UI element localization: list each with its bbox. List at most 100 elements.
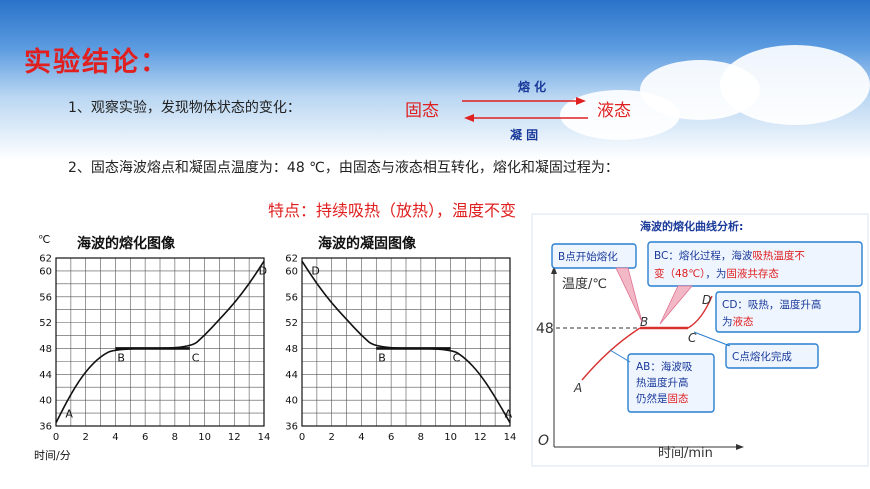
callout-ab-line3: 仍然是固态 — [636, 392, 689, 405]
callout-ab — [627, 353, 715, 413]
liquid-state-label: 液态 — [597, 101, 631, 121]
solid-state-label: 固态 — [405, 101, 439, 121]
plot-frame — [55, 257, 265, 427]
y-tick-label: 48 — [285, 344, 298, 355]
callout-cd-text2: 为 — [722, 316, 733, 328]
callout-bc-line2: 变（48℃），为固液共存态 — [654, 267, 779, 280]
callout-b-start — [551, 243, 637, 269]
y-tick-label: 60 — [285, 266, 298, 277]
point-label-c: C — [192, 351, 200, 364]
callout-ab-line2: 热温度升高 — [636, 376, 689, 389]
melt-label: 熔 化 — [518, 80, 547, 94]
series-line — [301, 260, 511, 424]
y-tick-label: 62 — [39, 254, 52, 265]
analysis-panel: 海波的熔化曲线分析: 温度/℃ 时间/min 48 O A B C D B点开始… — [531, 213, 869, 467]
chart1-title: 海波的熔化图像 — [77, 236, 175, 252]
callout-ab-text3: 仍然是 — [636, 392, 668, 405]
x-tick-label: 8 — [172, 432, 178, 443]
x-tick-label: 0 — [299, 432, 305, 443]
x-tick-label: 6 — [388, 432, 394, 443]
callout-cd-line2: 为液态 — [722, 315, 754, 328]
y-tick-label: 62 — [285, 254, 298, 265]
y-tick-label: 48 — [39, 344, 52, 355]
series-line — [55, 260, 265, 424]
y-tick-label: 52 — [285, 318, 298, 329]
x-tick-label: 2 — [83, 432, 89, 443]
y-tick-label: 56 — [39, 292, 52, 303]
point-label-c: C — [453, 351, 461, 364]
callout-bc-text2: ，为 — [705, 268, 726, 280]
cloud-decoration — [720, 45, 870, 125]
x-tick-label: 2 — [329, 432, 335, 443]
melting-point-text: 2、固态海波熔点和凝固点温度为：48 ℃，由固态与液态相互转化，熔化和凝固过程为… — [68, 160, 619, 176]
y-tick-label: 44 — [285, 370, 298, 381]
callout-ab-line1: AB：海波吸 — [636, 360, 693, 373]
callout-b-pointer — [615, 267, 643, 323]
feature-text: 特点：持续吸热（放热），温度不变 — [268, 201, 517, 220]
y-tick-label: 36 — [39, 422, 52, 433]
callout-bc-red1: 吸热温度不 — [752, 249, 805, 262]
analysis-48-label: 48 — [536, 321, 554, 337]
observation-text: 1、观察实验，发现物体状态的变化： — [68, 100, 301, 116]
x-tick-label: 14 — [504, 432, 517, 443]
solidify-label: 凝 固 — [510, 128, 539, 142]
callout-cd-red: 液态 — [733, 315, 754, 328]
solidify-arrow-head — [464, 114, 474, 122]
callout-cd — [715, 291, 861, 333]
callout-b-start-text: B点开始熔化 — [558, 250, 618, 263]
x-tick-label: 12 — [474, 432, 487, 443]
callout-bc-red2: 变（48℃） — [654, 267, 705, 280]
analysis-curve-cd — [687, 295, 713, 329]
callout-cd-line1: CD：吸热，温度升高 — [722, 298, 821, 311]
x-tick-label: 8 — [418, 432, 424, 443]
x-tick-label: 4 — [358, 432, 364, 443]
analysis-point-b: B — [640, 315, 648, 329]
x-tick-label: 4 — [112, 432, 118, 443]
y-tick-label: 36 — [285, 422, 298, 433]
callout-bc-red3: 固液共存态 — [726, 267, 779, 280]
y-tick-label: 40 — [39, 396, 52, 407]
x-tick-label: 0 — [53, 432, 59, 443]
y-tick-label: 60 — [39, 266, 52, 277]
analysis-point-d: D — [702, 293, 711, 307]
chart2-title: 海波的凝固图像 — [318, 236, 416, 252]
x-tick-label: 10 — [444, 432, 457, 443]
analysis-point-c: C — [688, 331, 697, 345]
analysis-origin: O — [538, 433, 549, 449]
x-tick-label: 12 — [228, 432, 241, 443]
analysis-point-a: A — [573, 381, 582, 395]
y-tick-label: 52 — [39, 318, 52, 329]
y-tick-label: 40 — [285, 396, 298, 407]
melt-arrow-head — [576, 97, 586, 105]
point-label-b: B — [117, 351, 125, 364]
point-label-b: B — [378, 351, 386, 364]
plot-frame — [301, 257, 511, 427]
cloud-decoration — [560, 90, 680, 140]
analysis-x-arrow — [736, 444, 744, 450]
chart1-ylabel: ℃ — [38, 234, 51, 246]
analysis-ylabel: 温度/℃ — [562, 276, 607, 292]
x-tick-label: 14 — [258, 432, 270, 443]
analysis-y-arrow — [551, 266, 557, 274]
analysis-xlabel: 时间/min — [658, 446, 713, 461]
callout-c-done-text: C点熔化完成 — [732, 350, 792, 363]
point-label-a: A — [505, 408, 513, 421]
callout-c-pointer — [693, 331, 731, 347]
analysis-title: 海波的熔化曲线分析: — [640, 219, 743, 233]
y-tick-label: 56 — [285, 292, 298, 303]
point-label-d: D — [311, 264, 319, 277]
point-label-d: D — [259, 264, 267, 277]
callout-ab-pointer — [609, 349, 631, 363]
callout-bc-text1: BC：熔化过程，海波 — [654, 249, 753, 262]
callout-bc-pointer — [659, 285, 693, 325]
conversion-arrows — [462, 97, 588, 122]
callout-c-done — [725, 343, 819, 369]
x-tick-label: 6 — [142, 432, 148, 443]
slide-title: 实验结论： — [24, 47, 169, 78]
callout-bc-line1: BC：熔化过程，海波吸热温度不 — [654, 249, 805, 262]
callout-ab-red: 固态 — [668, 392, 689, 405]
point-label-a: A — [65, 408, 73, 421]
callout-bc — [647, 241, 863, 287]
